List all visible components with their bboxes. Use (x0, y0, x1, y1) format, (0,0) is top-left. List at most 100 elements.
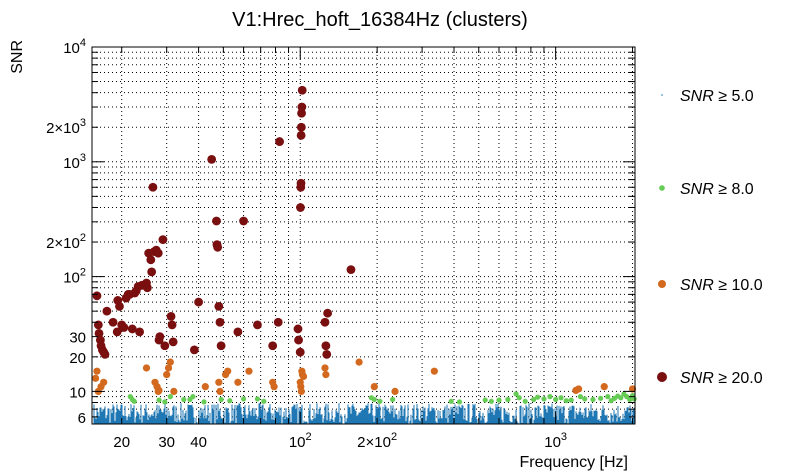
data-point (268, 341, 278, 351)
data-point (346, 265, 356, 275)
x-tick-label: 20 (113, 434, 130, 451)
data-point (371, 396, 377, 403)
data-point (377, 398, 383, 404)
legend-label: SNR ≥ 20.0 (680, 370, 763, 387)
data-point (115, 302, 124, 311)
data-point (568, 397, 574, 403)
data-point (93, 367, 101, 375)
data-point (131, 398, 137, 404)
data-point (215, 378, 223, 386)
data-point (234, 378, 242, 386)
data-point (164, 364, 173, 372)
legend-label: SNR ≥ 8.0 (680, 181, 754, 198)
data-point (321, 341, 331, 351)
legend-label: SNR ≥ 5.0 (680, 88, 754, 105)
data-point (448, 398, 454, 404)
x-tick-label: 103 (544, 431, 567, 451)
data-point (522, 398, 528, 404)
data-point (253, 320, 262, 330)
data-point (270, 383, 278, 391)
y-tick-label: 102 (63, 267, 86, 287)
data-point (215, 317, 225, 327)
data-point (108, 317, 118, 327)
y-tick-label: 2×103 (46, 117, 86, 137)
data-point (297, 387, 305, 395)
data-point (456, 399, 463, 405)
data-point (390, 396, 396, 403)
data-point (275, 137, 284, 146)
data-point (273, 317, 283, 327)
y-tick-label: 20 (69, 350, 86, 367)
data-point (147, 267, 157, 277)
data-point (167, 394, 173, 400)
data-point (155, 386, 163, 395)
y-axis-label: SNR (9, 40, 26, 74)
data-point (541, 396, 547, 402)
data-point (224, 367, 232, 375)
data-point (142, 283, 152, 293)
data-point (321, 364, 329, 372)
data-point (505, 396, 511, 403)
x-tick-label: 2×102 (357, 431, 397, 451)
data-point (295, 347, 305, 357)
data-point (600, 383, 608, 391)
data-point (163, 371, 171, 379)
data-point (296, 203, 305, 212)
data-point (135, 327, 145, 337)
data-point (320, 317, 330, 327)
data-point (553, 396, 559, 403)
data-point (92, 291, 102, 301)
data-point (201, 383, 209, 391)
data-point (323, 308, 333, 318)
data-point (261, 398, 267, 404)
data-point (563, 398, 569, 404)
data-point (148, 182, 158, 192)
data-point (355, 358, 363, 366)
data-point (162, 399, 168, 405)
data-point (297, 102, 307, 112)
chart-title: V1:Hrec_hoft_16384Hz (clusters) (232, 9, 528, 31)
data-point (168, 337, 178, 347)
data-point (605, 394, 611, 400)
data-point (166, 358, 174, 366)
data-point (575, 385, 583, 393)
data-point (146, 255, 156, 265)
data-point (296, 178, 306, 188)
data-point (207, 154, 217, 164)
data-point (615, 393, 621, 399)
data-point (142, 364, 151, 372)
x-tick-label: 40 (190, 434, 207, 451)
data-point (91, 374, 100, 382)
data-point (190, 394, 196, 400)
data-point (598, 395, 604, 401)
legend: SNR ≥ 5.0 SNR ≥ 8.0 SNR ≥ 10.0 SNR ≥ 20.0 (657, 88, 763, 387)
data-point (531, 396, 537, 403)
data-point (297, 108, 306, 118)
data-point (155, 332, 165, 342)
data-point (547, 394, 553, 400)
axis-ticks: 20 30 40 102 2×102 103 6 10 20 30 102 2×102 103 2×103… (46, 37, 635, 451)
data-point (297, 85, 307, 95)
data-point (294, 335, 303, 345)
x-axis-label: Frequency [Hz] (520, 454, 628, 471)
data-point (170, 387, 178, 395)
data-point (100, 350, 110, 359)
data-points (91, 85, 637, 405)
data-point (293, 324, 303, 334)
data-point (102, 306, 112, 316)
data-point (322, 371, 330, 379)
data-point (482, 397, 488, 403)
y-tick-label: 30 (69, 330, 86, 347)
y-tick-label: 2×102 (46, 232, 86, 252)
data-point (189, 345, 199, 355)
data-point (216, 341, 226, 351)
data-point (233, 327, 243, 337)
data-point (213, 242, 223, 252)
plot-frame (91, 46, 636, 425)
data-point (112, 327, 122, 337)
legend-marker (658, 280, 666, 288)
data-point (322, 350, 332, 359)
data-point (227, 398, 233, 404)
data-point (240, 396, 247, 402)
data-point (296, 130, 306, 140)
